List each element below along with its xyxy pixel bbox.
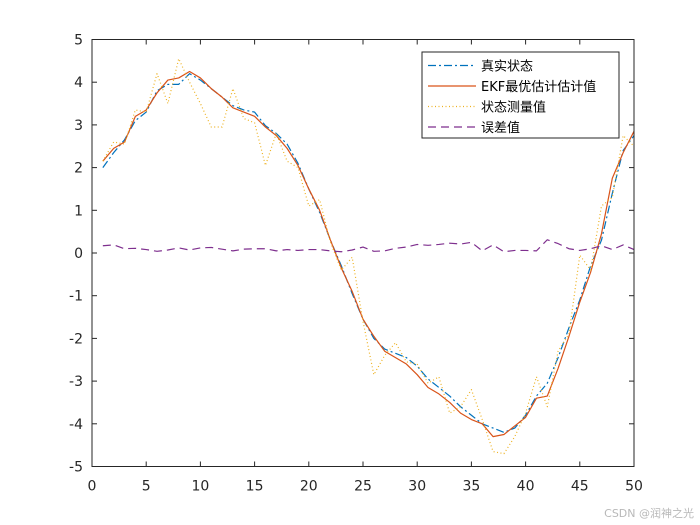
x-tick-label: 15 — [246, 479, 264, 495]
legend-entry: EKF最优估计估计值 — [481, 79, 596, 95]
x-tick-label: 50 — [625, 479, 643, 495]
legend-entry: 真实状态 — [481, 60, 533, 75]
x-tick-label: 0 — [88, 479, 97, 495]
watermark: CSDN @润神之光 — [604, 507, 694, 520]
legend-entry: 状态测量值 — [481, 100, 546, 116]
x-tick-label: 40 — [517, 479, 535, 495]
y-tick-label: 2 — [74, 161, 83, 177]
x-tick-label: 30 — [408, 479, 426, 495]
y-tick-label: -4 — [69, 417, 83, 433]
series-line-2 — [102, 70, 635, 438]
y-tick-label: 5 — [74, 33, 83, 49]
series-line-1 — [102, 73, 635, 433]
y-tick-label: 3 — [74, 118, 83, 134]
y-tick-label: -5 — [69, 460, 83, 476]
y-tick-label: -3 — [69, 374, 83, 390]
x-tick-label: 20 — [300, 479, 318, 495]
y-tick-label: 4 — [74, 75, 83, 91]
series-layer — [102, 58, 635, 455]
x-tick-label: 10 — [191, 479, 209, 495]
series-line-4 — [102, 239, 635, 253]
y-tick-label: -2 — [69, 331, 83, 347]
x-tick-label: 45 — [571, 479, 589, 495]
y-tick-label: 0 — [74, 246, 83, 262]
x-tick-label: 35 — [462, 479, 480, 495]
x-tick-label: 5 — [142, 479, 151, 495]
y-tick-label: -1 — [69, 289, 83, 305]
legend-entry: 误差值 — [481, 120, 520, 136]
y-tick-label: 1 — [74, 203, 83, 219]
x-tick-label: 25 — [354, 479, 372, 495]
legend-box — [421, 51, 620, 139]
series-line-3 — [102, 58, 635, 455]
